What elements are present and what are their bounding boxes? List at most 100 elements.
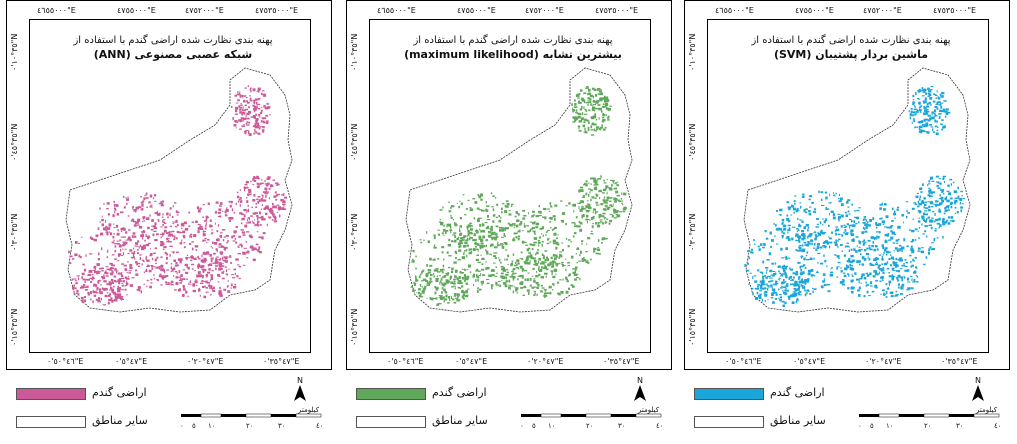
wheat-pixel [170,283,174,286]
legend-label-other: سایر مناطق [432,414,488,427]
scale-tick: ٥ [870,422,874,430]
wheat-pixel [168,241,172,243]
wheat-pixel [888,280,892,284]
wheat-pixel [921,130,926,132]
wheat-pixel [81,236,83,238]
wheat-pixel [271,211,274,215]
wheat-pixel [134,222,137,225]
scale-unit: کیلومتر [976,406,998,414]
wheat-pixel [113,203,116,207]
wheat-pixel [799,280,802,284]
wheat-pixel [218,243,222,246]
wheat-pixel [591,87,595,90]
wheat-pixel [438,297,441,299]
wheat-pixel [598,253,601,255]
wheat-pixel [798,276,801,279]
scale-tick: ٢٠ [586,422,594,430]
wheat-pixel [893,263,896,267]
wheat-pixel [443,296,445,299]
wheat-pixel [535,222,540,226]
map-title-line1: پهنه بندی نظارت شده اراضی گندم با استفاد… [751,35,951,46]
wheat-pixel [831,231,833,234]
wheat-pixel [837,213,841,215]
wheat-pixel [928,205,931,209]
wheat-pixel [949,220,953,222]
wheat-pixel [230,283,233,287]
wheat-pixel [902,264,906,267]
wheat-pixel [775,228,779,231]
wheat-pixel [593,116,597,119]
wheat-pixel [439,209,443,211]
wheat-pixel [463,291,466,294]
wheat-pixel [593,250,596,253]
scale-tick: ١٠ [208,422,216,430]
wheat-pixel [109,272,113,276]
wheat-pixel [253,110,256,113]
wheat-pixel [433,244,436,247]
wheat-pixel [945,205,949,208]
wheat-pixel [454,222,456,225]
wheat-pixel [240,213,245,216]
wheat-pixel [897,264,899,267]
grid-label-bottom: ٤٧°٣٥'٠"E [263,357,300,366]
wheat-pixel [486,278,490,280]
wheat-pixel [848,213,851,215]
wheat-pixel [935,218,939,222]
wheat-pixel [176,214,179,216]
wheat-pixel [102,287,104,290]
wheat-pixel [164,251,167,255]
wheat-pixel [573,106,578,108]
wheat-pixel [280,199,284,202]
wheat-pixel [149,265,151,267]
wheat-pixel [495,197,497,199]
wheat-pixel [466,275,470,279]
wheat-pixel [527,255,529,259]
wheat-pixel [884,240,888,244]
wheat-pixel [488,253,492,255]
wheat-pixel [145,197,149,199]
wheat-pixel [230,262,232,264]
wheat-pixel [918,217,920,219]
wheat-pixel [776,210,778,212]
wheat-pixel [102,304,106,306]
wheat-pixel [550,256,553,259]
wheat-pixel [815,236,818,238]
wheat-pixel [937,187,941,189]
wheat-pixel [762,278,765,280]
wheat-pixel [855,222,858,225]
wheat-pixel [875,272,878,275]
wheat-pixel [172,221,176,223]
wheat-pixel [915,267,918,269]
wheat-pixel [539,269,543,271]
wheat-pixel [549,261,552,265]
wheat-pixel [791,237,794,241]
wheat-pixel [96,270,100,273]
wheat-pixel [767,275,771,277]
wheat-pixel [272,179,276,181]
wheat-pixel [605,99,610,102]
wheat-pixel [875,231,879,233]
wheat-pixel [188,225,191,227]
wheat-pixel [87,279,90,281]
wheat-pixel [508,286,510,290]
wheat-pixel [535,253,537,256]
wheat-pixel [255,132,259,134]
wheat-pixel [496,203,499,206]
wheat-pixel [201,275,204,279]
wheat-pixel [891,207,894,211]
wheat-pixel [916,109,919,111]
wheat-pixel [912,99,915,101]
wheat-pixel [616,214,621,218]
wheat-pixel [602,199,606,202]
wheat-pixel [773,235,776,237]
wheat-pixel [783,292,785,295]
wheat-pixel [160,241,163,243]
wheat-pixel [865,218,867,221]
wheat-pixel [552,262,555,266]
wheat-pixel [544,250,548,252]
wheat-pixel [467,199,470,201]
wheat-pixel [200,265,204,268]
wheat-pixel [167,282,170,284]
wheat-pixel [562,212,566,215]
wheat-pixel [104,272,106,274]
